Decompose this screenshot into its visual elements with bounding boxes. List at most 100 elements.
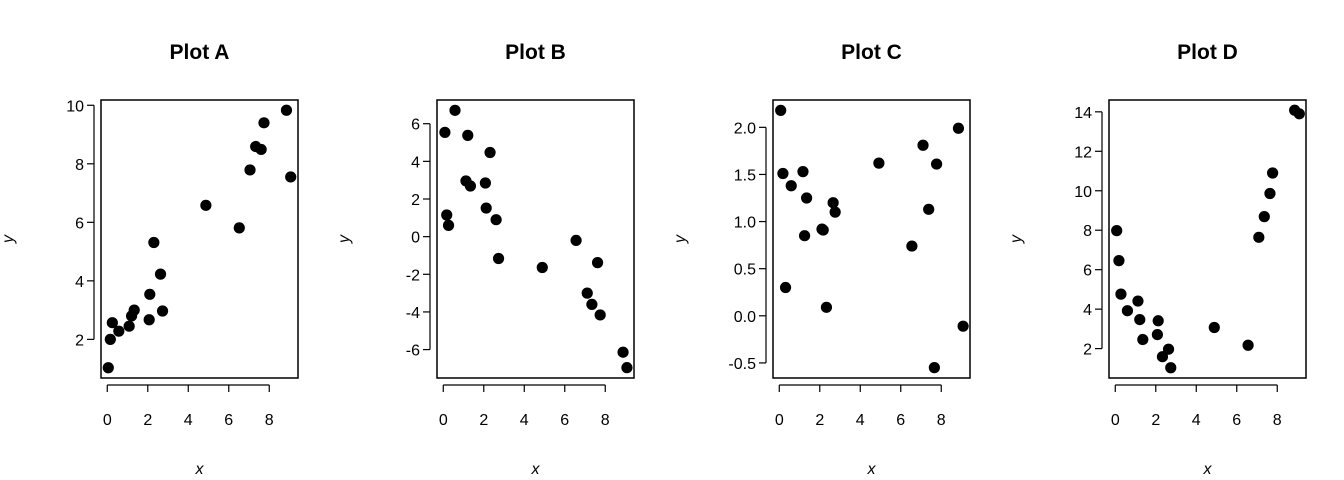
data-point	[156, 305, 169, 317]
y-axis-ticks: -0.5 0.0 0.5 1.0 1.5 2.0	[728, 120, 767, 373]
x-axis-label: x	[1203, 461, 1213, 478]
y-tick-label: 6	[75, 215, 84, 232]
data-point	[128, 304, 140, 316]
data-point	[785, 180, 797, 192]
data-point	[484, 146, 496, 159]
data-point	[1156, 351, 1169, 363]
x-tick-label: 2	[815, 412, 824, 429]
data-points	[775, 104, 969, 374]
data-point	[280, 104, 293, 116]
data-point	[536, 261, 548, 274]
data-point	[1242, 339, 1254, 351]
y-tick-label: -2	[406, 267, 420, 284]
data-point	[801, 192, 813, 204]
plot-title: Plot C	[841, 41, 902, 64]
x-axis-ticks: 0 2 4 6 8	[775, 384, 946, 429]
data-point	[797, 166, 809, 178]
data-point	[442, 219, 455, 231]
panel-plot-c: Plot C x y 0 2 4 6 8 -0.5 0.0 0.5 1.0 1.5 2.0	[672, 41, 971, 478]
data-point	[930, 158, 943, 170]
y-tick-label: 0	[411, 230, 420, 247]
data-point	[1115, 288, 1127, 300]
data-point	[244, 164, 256, 176]
y-tick-label: 10	[66, 98, 84, 115]
x-tick-label: 8	[1273, 412, 1282, 429]
y-axis-label: y	[336, 234, 353, 244]
data-point	[1266, 167, 1279, 179]
data-point	[594, 309, 606, 321]
data-point	[449, 104, 461, 116]
data-point	[285, 171, 297, 183]
y-tick-label: 6	[411, 117, 420, 134]
panel-plot-d: Plot D x y 0 2 4 6 8 2 4 6 8 10 12 14	[1008, 41, 1307, 478]
data-point	[441, 209, 453, 221]
data-point	[906, 240, 918, 252]
data-point	[1121, 305, 1134, 317]
y-tick-label: 14	[1074, 105, 1092, 122]
x-tick-label: 6	[896, 412, 905, 429]
y-tick-label: -4	[406, 305, 420, 322]
x-tick-label: 0	[103, 412, 112, 429]
data-point	[617, 346, 629, 358]
data-point	[123, 320, 135, 332]
data-point	[104, 333, 116, 345]
x-axis-label: x	[531, 461, 541, 478]
x-tick-label: 2	[479, 412, 488, 429]
data-point	[1165, 362, 1177, 374]
y-tick-label: 10	[1074, 184, 1092, 201]
x-tick-label: 6	[560, 412, 569, 429]
data-point	[952, 122, 965, 134]
data-point	[1258, 211, 1270, 223]
plot-frame	[1108, 99, 1307, 379]
data-point	[233, 222, 245, 234]
y-tick-label: 8	[75, 157, 84, 174]
data-point	[581, 287, 593, 299]
data-point	[570, 234, 582, 247]
x-axis-label: x	[195, 461, 205, 478]
panel-plot-b: Plot B x y 0 2 4 6 8 -6 -4 -2 0 2 4 6	[336, 41, 635, 478]
data-point	[1208, 321, 1220, 334]
x-axis-ticks: 0 2 4 6 8	[103, 384, 274, 429]
x-tick-label: 8	[937, 412, 946, 429]
x-tick-label: 6	[224, 412, 233, 429]
data-point	[1134, 313, 1146, 326]
panel-plot-a: Plot A x y 0 2 4 6 8 2 4 6 8 10	[0, 41, 299, 478]
plot-title: Plot D	[1177, 41, 1238, 64]
y-tick-label: 4	[75, 274, 84, 291]
x-tick-label: 2	[143, 412, 152, 429]
data-point	[820, 301, 833, 313]
data-point	[1132, 295, 1144, 307]
x-tick-label: 0	[775, 412, 784, 429]
data-point	[775, 104, 787, 116]
plot-title: Plot B	[505, 41, 566, 64]
plot-title: Plot A	[170, 41, 230, 64]
data-point	[154, 268, 167, 280]
plot-frame	[436, 99, 635, 379]
data-point	[479, 177, 491, 189]
x-tick-label: 4	[1192, 412, 1201, 429]
plot-frame	[100, 99, 299, 379]
y-tick-label: 4	[411, 154, 420, 171]
data-points	[102, 104, 297, 374]
data-point	[113, 325, 125, 337]
y-tick-label: 2	[1083, 342, 1092, 359]
data-point	[1113, 255, 1125, 267]
data-point	[200, 199, 212, 211]
data-points	[1111, 104, 1305, 374]
x-tick-label: 4	[184, 412, 193, 429]
x-tick-label: 8	[601, 412, 610, 429]
data-point	[591, 257, 604, 269]
y-tick-label: -0.5	[728, 356, 756, 373]
data-point	[777, 167, 789, 180]
data-point	[255, 143, 267, 156]
x-tick-label: 2	[1151, 412, 1160, 429]
x-tick-label: 0	[439, 412, 448, 429]
data-point	[1253, 231, 1265, 243]
data-point	[1152, 315, 1164, 327]
y-tick-label: 2.0	[734, 120, 756, 137]
data-points	[439, 104, 633, 374]
data-point	[490, 214, 502, 226]
data-point	[917, 139, 929, 151]
